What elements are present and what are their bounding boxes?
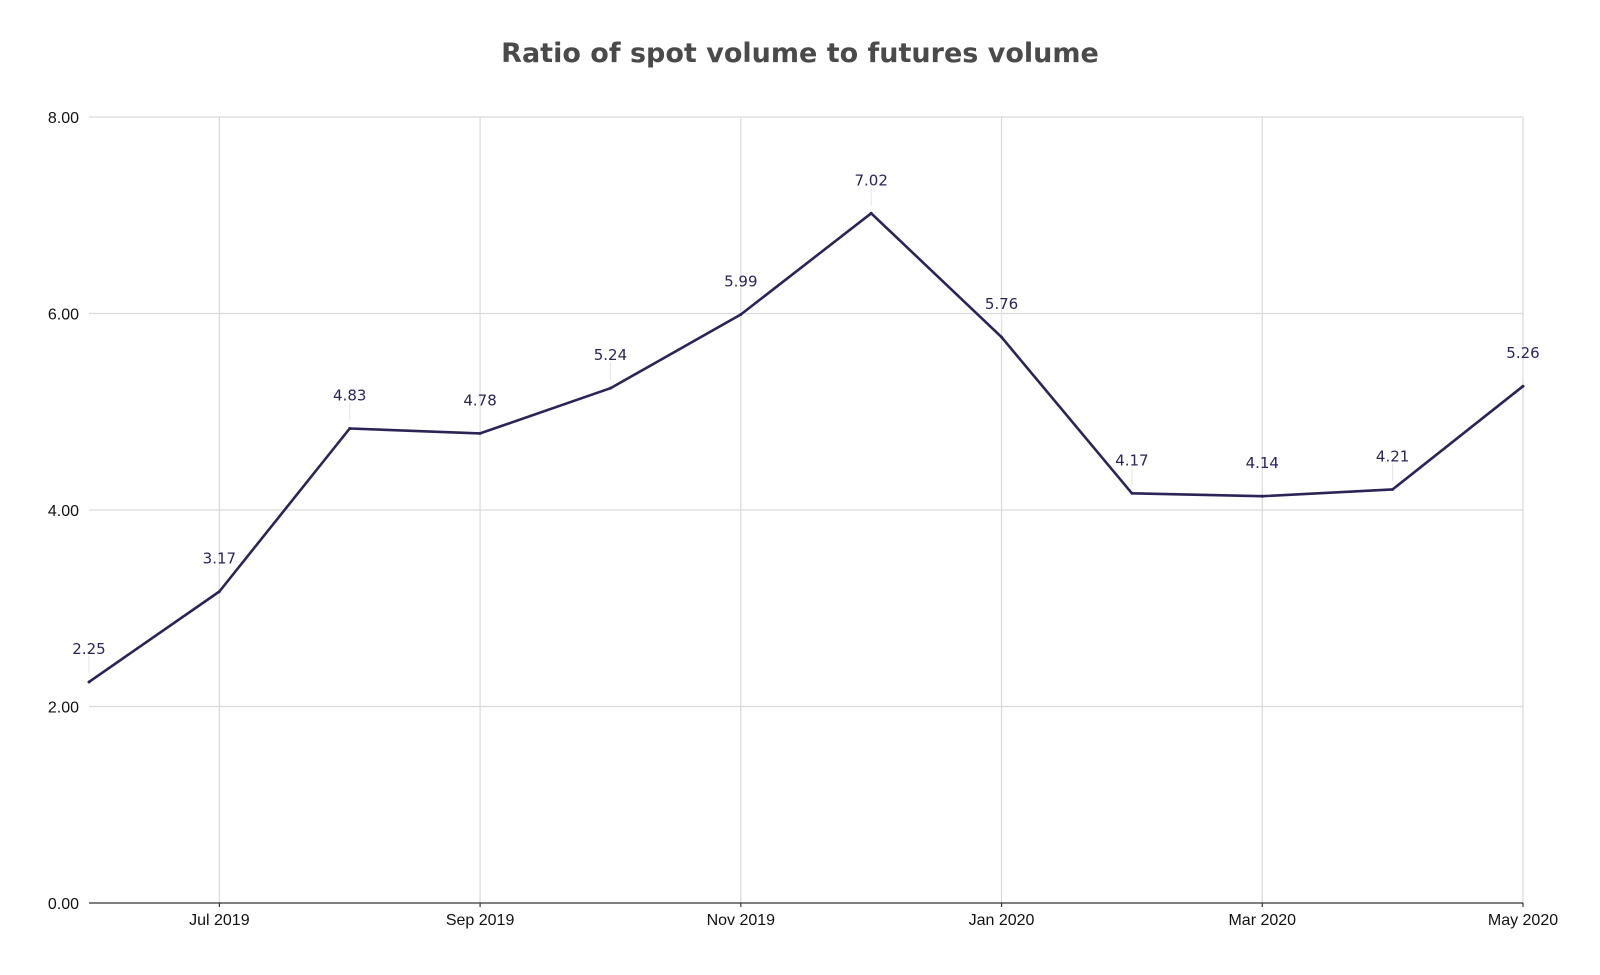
data-point (478, 431, 482, 435)
series-layer (87, 211, 1525, 684)
data-label: 5.26 (1506, 344, 1539, 362)
data-point (87, 680, 91, 684)
data-point (869, 211, 873, 215)
data-point (1130, 491, 1134, 495)
y-tick-label: 2.00 (48, 700, 79, 717)
data-label: 4.14 (1246, 454, 1279, 472)
data-point (1391, 487, 1395, 491)
data-point (1521, 384, 1525, 388)
data-label: 4.17 (1115, 451, 1148, 469)
x-tick-label: Nov 2019 (707, 912, 776, 929)
chart-title: Ratio of spot volume to futures volume (501, 38, 1099, 69)
data-point (348, 426, 352, 430)
grid-layer (89, 116, 1524, 903)
data-point (608, 386, 612, 390)
data-label: 5.76 (985, 295, 1018, 313)
y-tick-label: 6.00 (48, 307, 79, 324)
data-label: 5.99 (724, 272, 757, 290)
data-point (217, 590, 221, 594)
data-point (1000, 335, 1004, 339)
data-point (739, 312, 743, 316)
data-label: 4.21 (1376, 447, 1409, 465)
data-point (1260, 494, 1264, 498)
data-label: 3.17 (203, 550, 236, 568)
axis-layer: 0.00 2.00 4.00 6.00 8.00 Jul 2019 Sep 2019 Nov … (48, 110, 1558, 929)
x-tick-label: Jul 2019 (189, 912, 250, 929)
y-tick-label: 4.00 (48, 503, 79, 520)
data-label: 4.78 (463, 391, 496, 409)
data-label-layer: 2.25 3.17 4.83 4.78 5.24 5.99 7.02 5.76 4.17 4.14… (72, 171, 1540, 674)
x-tick-label: May 2020 (1488, 912, 1558, 929)
y-tick-label: 8.00 (48, 110, 79, 127)
data-label: 7.02 (854, 171, 887, 189)
data-label: 4.83 (333, 386, 366, 404)
data-label: 2.25 (72, 640, 105, 658)
x-tick-label: Jan 2020 (969, 912, 1035, 929)
data-label: 5.24 (594, 346, 627, 364)
y-tick-label: 0.00 (48, 896, 79, 913)
x-tick-label: Mar 2020 (1228, 912, 1296, 929)
x-tick-label: Sep 2019 (446, 912, 515, 929)
series-line (88, 212, 1524, 683)
